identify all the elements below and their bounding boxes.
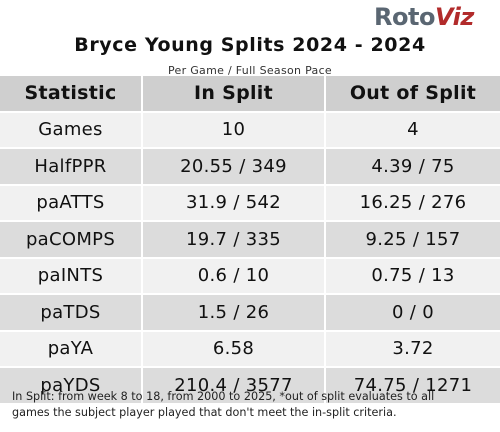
- out-split-value: 3.72: [325, 330, 500, 368]
- footnote-line-2: games the subject player played that don…: [12, 406, 397, 419]
- out-split-value: 0.75 / 13: [325, 257, 500, 295]
- stat-name: paYA: [0, 330, 143, 368]
- splits-table: Statistic In Split Out of Split Games 10…: [0, 76, 500, 405]
- in-split-value: 6.58: [142, 330, 326, 368]
- out-split-value: 74.75 / 1271: [325, 367, 500, 405]
- page-title: Bryce Young Splits 2024 - 2024: [74, 34, 426, 56]
- rotoviz-logo: Roto Viz: [374, 2, 478, 32]
- out-split-value: 4: [325, 111, 500, 149]
- stat-name: paTDS: [0, 294, 143, 332]
- footnote-line-1: In Split: from week 8 to 18, from 2000 t…: [12, 390, 435, 403]
- table-row: HalfPPR 20.55 / 349 4.39 / 75: [0, 148, 500, 186]
- table-row: paATTS 31.9 / 542 16.25 / 276: [0, 184, 500, 222]
- table-row: paTDS 1.5 / 26 0 / 0: [0, 294, 500, 332]
- in-split-value: 1.5 / 26: [142, 294, 326, 332]
- table-row: paYDS 210.4 / 3577 74.75 / 1271: [0, 367, 500, 405]
- table-row: paCOMPS 19.7 / 335 9.25 / 157: [0, 221, 500, 259]
- column-header-out-of-split: Out of Split: [325, 76, 500, 113]
- in-split-value: 19.7 / 335: [142, 221, 326, 259]
- table-row: paYA 6.58 3.72: [0, 330, 500, 368]
- table-header-row: Statistic In Split Out of Split: [0, 76, 500, 113]
- out-split-value: 9.25 / 157: [325, 221, 500, 259]
- stat-name: HalfPPR: [0, 148, 143, 186]
- in-split-value: 10: [142, 111, 326, 149]
- stat-name: paCOMPS: [0, 221, 143, 259]
- out-split-value: 0 / 0: [325, 294, 500, 332]
- stat-name: paATTS: [0, 184, 143, 222]
- stat-name: paINTS: [0, 257, 143, 295]
- stat-name: paYDS: [0, 367, 143, 405]
- column-header-in-split: In Split: [142, 76, 326, 113]
- in-split-value: 210.4 / 3577: [142, 367, 326, 405]
- out-split-value: 16.25 / 276: [325, 184, 500, 222]
- in-split-value: 20.55 / 349: [142, 148, 326, 186]
- logo-text-viz: Viz: [434, 3, 474, 31]
- logo-text-roto: Roto: [374, 3, 435, 31]
- stat-name: Games: [0, 111, 143, 149]
- in-split-value: 31.9 / 542: [142, 184, 326, 222]
- table-row: Games 10 4: [0, 111, 500, 149]
- out-split-value: 4.39 / 75: [325, 148, 500, 186]
- footnote: In Split: from week 8 to 18, from 2000 t…: [12, 389, 496, 421]
- table-row: paINTS 0.6 / 10 0.75 / 13: [0, 257, 500, 295]
- in-split-value: 0.6 / 10: [142, 257, 326, 295]
- column-header-statistic: Statistic: [0, 76, 143, 113]
- page-subtitle: Per Game / Full Season Pace: [168, 64, 332, 77]
